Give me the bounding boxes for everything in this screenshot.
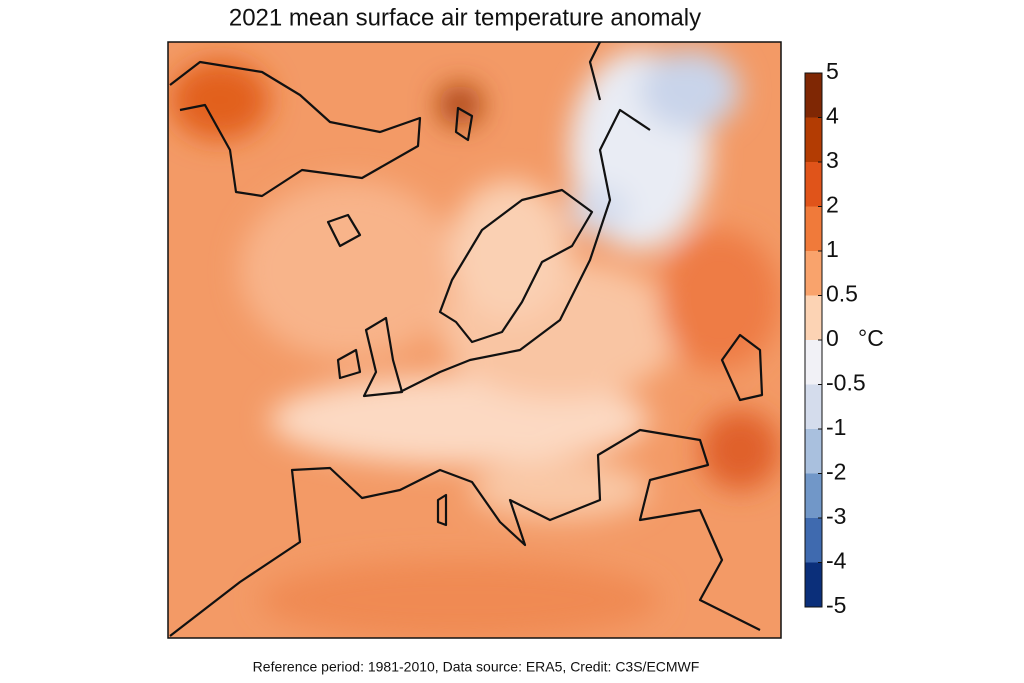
title: 2021 mean surface air temperature anomal… — [229, 4, 701, 31]
coastline — [326, 213, 362, 248]
coastline — [438, 188, 594, 344]
colorbar-label: -1 — [826, 414, 846, 440]
coastline — [336, 348, 362, 380]
colorbar-label: -4 — [826, 548, 847, 574]
colorbar-label: 1 — [826, 236, 839, 262]
colorbar-label: -2 — [826, 459, 846, 485]
map — [167, 41, 782, 639]
colorbar: 5 4 3 2 1 0.5 0 °C -0.5 -1 -2 -3 -4 -5 — [804, 58, 884, 618]
colorbar-label: 4 — [826, 103, 839, 129]
coastline — [436, 106, 474, 527]
coastline — [588, 42, 602, 101]
coastline — [399, 108, 651, 393]
colorbar-band — [805, 117, 822, 163]
colorbar-label: 0 — [826, 325, 839, 351]
colorbar-band — [805, 206, 822, 252]
colorbar-band — [805, 384, 822, 430]
colorbar-band — [805, 251, 822, 296]
coastline — [169, 428, 761, 637]
colorbar-label: -5 — [826, 592, 846, 618]
colorbar-band — [805, 429, 822, 474]
colorbar-label: 2 — [826, 192, 839, 218]
colorbar-band — [805, 73, 822, 118]
footer: Reference period: 1981-2010, Data source… — [253, 659, 700, 675]
colorbar-label: -0.5 — [826, 370, 866, 396]
coastline — [169, 60, 422, 198]
colorbar-band — [805, 162, 822, 207]
colorbar-band — [805, 295, 822, 341]
colorbar-unit: °C — [858, 325, 884, 351]
colorbar-label: 0.5 — [826, 281, 858, 307]
map-frame — [167, 41, 782, 639]
colorbar-band — [805, 562, 822, 608]
colorbar-band — [805, 473, 822, 519]
colorbar-band — [805, 518, 822, 563]
colorbar-label: 5 — [826, 58, 839, 84]
colorbar-label: 3 — [826, 147, 839, 173]
colorbar-label: -3 — [826, 503, 846, 529]
colorbar-band — [805, 340, 822, 385]
coastline — [720, 333, 764, 402]
